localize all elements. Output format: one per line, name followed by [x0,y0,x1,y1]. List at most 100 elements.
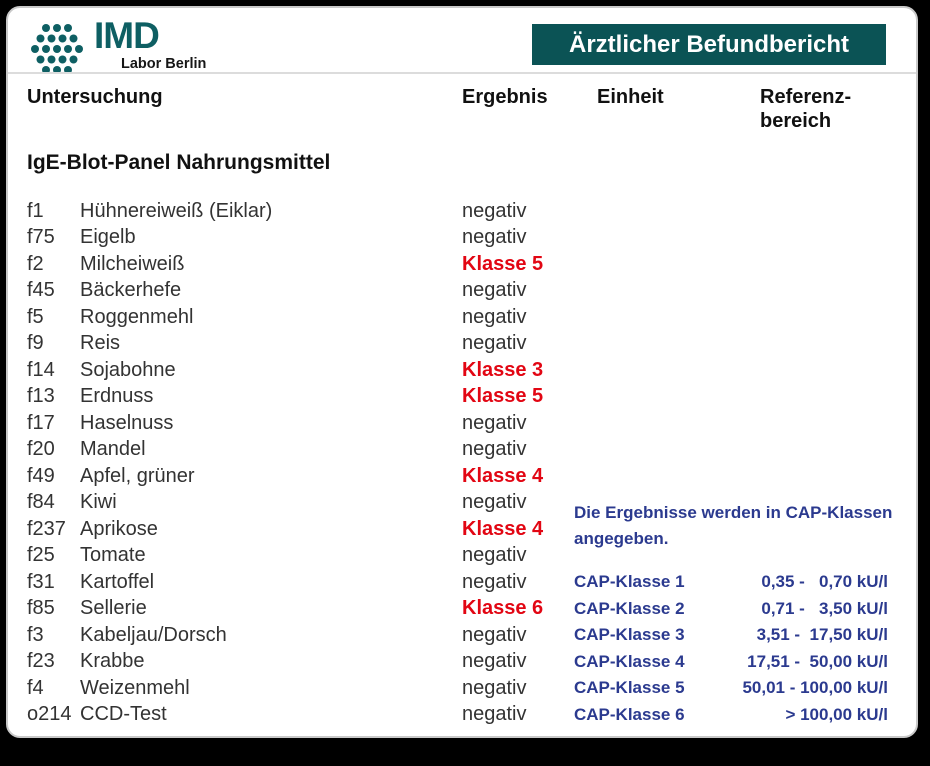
report-card: IMD Labor Berlin Ärztlicher Befundberich… [6,6,918,738]
test-code: o214 [27,703,72,726]
test-result: negativ [462,703,527,726]
test-code: f3 [27,623,44,646]
cap-class-label: CAP-Klasse 4 [574,651,685,671]
test-code: f84 [27,491,55,514]
cap-classes-table: CAP-Klasse 1 0,35 - 0,70 kU/l CAP-Klasse 2… [574,569,888,728]
cap-class-label: CAP-Klasse 6 [574,704,685,724]
result-row: f4 Weizenmehl negativ [27,675,906,702]
test-code: f5 [27,305,44,328]
test-result: negativ [462,279,527,302]
result-row: f45 Bäckerhefe negativ [27,278,906,305]
test-code: f85 [27,597,55,620]
test-code: f14 [27,358,55,381]
result-row: f20 Mandel negativ [27,437,906,464]
test-name: Roggenmehl [80,305,194,328]
test-name: Sojabohne [80,358,176,381]
column-header-einheit: Einheit [597,86,664,108]
test-code: f45 [27,279,55,302]
cap-note-line2: angegeben. [574,529,669,548]
cap-class-label: CAP-Klasse 3 [574,625,685,645]
cap-class-label: CAP-Klasse 2 [574,598,685,618]
cap-class-row: CAP-Klasse 3 3,51 - 17,50 kU/l [574,622,888,649]
cap-class-row: CAP-Klasse 6 > 100,00 kU/l [574,702,888,729]
cap-class-label: CAP-Klasse 1 [574,572,685,592]
result-row: f75 Eigelb negativ [27,225,906,252]
column-header-referenzbereich: Referenz- bereich [760,85,851,133]
cap-class-label: CAP-Klasse 5 [574,678,685,698]
test-name: Weizenmehl [80,676,190,699]
test-code: f237 [27,517,66,540]
test-name: Kabeljau/Dorsch [80,623,227,646]
test-code: f9 [27,332,44,355]
test-code: f17 [27,411,55,434]
cap-class-row: CAP-Klasse 5 50,01 - 100,00 kU/l [574,675,888,702]
test-result: negativ [462,544,527,567]
test-result: negativ [462,676,527,699]
result-row: f2 Milcheiweiß Klasse 5 [27,251,906,278]
test-name: CCD-Test [80,703,167,726]
cap-class-row: CAP-Klasse 2 0,71 - 3,50 kU/l [574,596,888,623]
result-row: f84 Kiwi negativ [27,490,906,517]
column-header-ergebnis: Ergebnis [462,86,548,108]
result-row: f23 Krabbe negativ [27,649,906,676]
cap-classes-note: Die Ergebnisse werden in CAP-Klassen ang… [574,500,892,552]
imd-dots-icon [31,24,83,74]
cap-note-line1: Die Ergebnisse werden in CAP-Klassen [574,503,893,522]
results-table: f1 Hühnereiweiß (Eiklar) negativ f75 Eigelb n… [27,198,906,728]
test-name: Kartoffel [80,570,155,593]
column-header-referenz-line2: bereich [760,110,832,132]
logo-brand: IMD [94,15,160,56]
test-result: negativ [462,650,527,673]
test-name: Erdnuss [80,385,154,408]
test-name: Milcheiweiß [80,252,185,275]
result-row: f5 Roggenmehl negativ [27,304,906,331]
cap-class-range: 17,51 - 50,00 kU/l [747,651,888,671]
test-result: Klasse 4 [462,464,544,487]
test-name: Tomate [80,544,146,567]
test-result: Klasse 6 [462,597,544,620]
test-result: Klasse 5 [462,385,544,408]
logo-subtitle: Labor Berlin [121,56,207,72]
result-row: f1 Hühnereiweiß (Eiklar) negativ [27,198,906,225]
result-row: f49 Apfel, grüner Klasse 4 [27,463,906,490]
test-result: Klasse 3 [462,358,544,381]
cap-class-range: 0,71 - 3,50 kU/l [761,598,888,618]
test-name: Sellerie [80,597,147,620]
test-code: f13 [27,385,55,408]
test-name: Aprikose [80,517,158,540]
test-result: negativ [462,332,527,355]
result-row: f14 Sojabohne Klasse 3 [27,357,906,384]
test-result: negativ [462,199,527,222]
test-name: Kiwi [80,491,117,514]
cap-class-range: 50,01 - 100,00 kU/l [742,678,888,698]
result-row: f237 Aprikose Klasse 4 [27,516,906,543]
column-header-referenz-line1: Referenz- [760,86,852,108]
result-row: f25 Tomate negativ [27,543,906,570]
test-code: f75 [27,226,55,249]
test-name: Apfel, grüner [80,464,195,487]
test-name: Hühnereiweiß (Eiklar) [80,199,273,222]
test-result: negativ [462,226,527,249]
test-name: Bäckerhefe [80,279,182,302]
test-code: f4 [27,676,44,699]
column-header-untersuchung: Untersuchung [27,86,163,108]
report-title-banner: Ärztlicher Befundbericht [532,24,886,65]
test-code: f1 [27,199,44,222]
cap-class-row: CAP-Klasse 4 17,51 - 50,00 kU/l [574,649,888,676]
test-code: f23 [27,650,55,673]
test-result: negativ [462,623,527,646]
imd-logo: IMD Labor Berlin [30,16,206,75]
test-result: negativ [462,491,527,514]
cap-class-range: 0,35 - 0,70 kU/l [761,572,888,592]
imd-logo-text: IMD Labor Berlin [94,15,207,73]
test-code: f31 [27,570,55,593]
test-result: negativ [462,411,527,434]
test-result: negativ [462,570,527,593]
result-row: f85 Sellerie Klasse 6 [27,596,906,623]
result-row: f9 Reis negativ [27,331,906,358]
test-result: Klasse 5 [462,252,544,275]
test-code: f2 [27,252,44,275]
test-name: Eigelb [80,226,136,249]
test-name: Reis [80,332,121,355]
test-code: f20 [27,438,55,461]
